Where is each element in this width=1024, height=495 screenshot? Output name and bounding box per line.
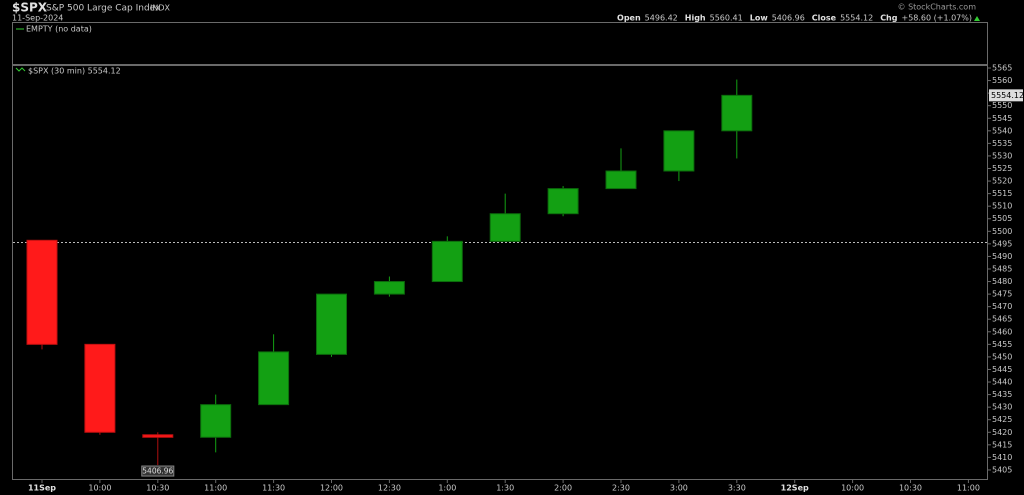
y-tick-label: 5440 [992, 378, 1012, 387]
stat-value: +58.60 (+1.07%) [901, 14, 972, 23]
credit: © StockCharts.com [898, 3, 977, 12]
y-tick-label: 5505 [992, 214, 1012, 223]
change-arrow [974, 16, 980, 21]
y-tick-label: 5435 [992, 390, 1012, 399]
x-tick-label: 2:30 [612, 484, 630, 493]
y-tick-label: 5510 [992, 202, 1012, 211]
x-tick-label: 11:00 [957, 484, 980, 493]
candle-body [373, 281, 405, 295]
x-tick-label: 3:30 [728, 484, 746, 493]
y-tick-label: 5565 [992, 64, 1012, 73]
price-tag [989, 89, 1023, 102]
y-tick-label: 5405 [992, 465, 1012, 474]
low-label: 5406.96 [142, 467, 173, 476]
subtitle: S&P 500 Large Cap Index [46, 4, 161, 14]
upper-panel [12, 22, 988, 65]
y-tick-label: 5475 [992, 290, 1012, 299]
y-tick-label: 5515 [992, 189, 1012, 198]
y-tick-label: 5535 [992, 139, 1012, 148]
y-tick-label: 5490 [992, 252, 1012, 261]
y-tick-label: 5495 [992, 239, 1012, 248]
x-tick-label: 3:00 [670, 484, 688, 493]
x-tick-label: 10:00 [841, 484, 864, 493]
y-tick-label: 5540 [992, 126, 1012, 135]
x-tick-label: 11:30 [262, 484, 285, 493]
y-tick-label: 5415 [992, 440, 1012, 449]
legend-label: $SPX (30 min) 5554.12 [28, 67, 121, 76]
y-tick-label: 5545 [992, 114, 1012, 123]
y-tick-label: 5465 [992, 315, 1012, 324]
candle-body [26, 239, 58, 345]
chart-title: $SPX [12, 1, 48, 15]
y-tick-label: 5500 [992, 227, 1012, 236]
stat-value: 5406.96 [772, 14, 805, 23]
stat-label: Chg [880, 14, 898, 23]
y-tick-label: 5410 [992, 453, 1012, 462]
y-tick-label: 5480 [992, 277, 1012, 286]
x-tick-label: 2:00 [554, 484, 572, 493]
x-tick-label: 11:00 [204, 484, 227, 493]
candle-body [200, 404, 232, 438]
y-tick-label: 5560 [992, 76, 1012, 85]
y-tick-label: 5520 [992, 177, 1012, 186]
stat-label: Low [750, 14, 769, 23]
y-tick-label: 5425 [992, 415, 1012, 424]
candle-body [721, 94, 753, 132]
main-panel [12, 65, 988, 480]
date: 11-Sep-2024 [12, 14, 63, 23]
stat-value: 5560.41 [710, 14, 743, 23]
price-tag-label: 5554.12 [991, 91, 1024, 100]
y-tick-label: 5530 [992, 151, 1012, 160]
upper-panel-label: EMPTY (no data) [26, 25, 92, 34]
stat-label: Open [617, 14, 641, 23]
x-tick-label: 1:00 [438, 484, 456, 493]
x-tick-label: 10:30 [146, 484, 169, 493]
candle-body [605, 170, 637, 190]
x-tick-label: 12:00 [320, 484, 343, 493]
y-tick-label: 5420 [992, 428, 1012, 437]
y-tick-label: 5485 [992, 264, 1012, 273]
x-tick-label: 12Sep [781, 484, 809, 493]
candle-body [663, 130, 695, 172]
candle-body [489, 213, 521, 242]
x-tick-label: 12:30 [378, 484, 401, 493]
x-tick-label: 10:00 [88, 484, 111, 493]
stat-value: 5496.42 [645, 14, 678, 23]
candle-body [431, 240, 463, 283]
y-tick-label: 5525 [992, 164, 1012, 173]
candle-body [142, 434, 174, 438]
candle-body [316, 293, 347, 355]
x-tick-label: 10:30 [899, 484, 922, 493]
candle-body [84, 343, 116, 433]
stat-value: 5554.12 [840, 14, 873, 23]
y-tick-label: 5430 [992, 403, 1012, 412]
candle-body [547, 188, 579, 215]
low-tag [141, 465, 175, 477]
y-tick-label: 5455 [992, 340, 1012, 349]
x-tick-label: 11Sep [28, 484, 56, 493]
y-tick-label: 5550 [992, 101, 1012, 110]
y-tick-label: 5470 [992, 302, 1012, 311]
y-tick-label: 5460 [992, 327, 1012, 336]
stat-label: Close [812, 14, 837, 23]
exchange: INDX [150, 4, 171, 13]
y-tick-label: 5445 [992, 365, 1012, 374]
x-tick-label: 1:30 [496, 484, 514, 493]
candle-body [258, 351, 290, 406]
legend-icon [15, 67, 26, 72]
stat-label: High [685, 14, 706, 23]
y-tick-label: 5450 [992, 352, 1012, 361]
